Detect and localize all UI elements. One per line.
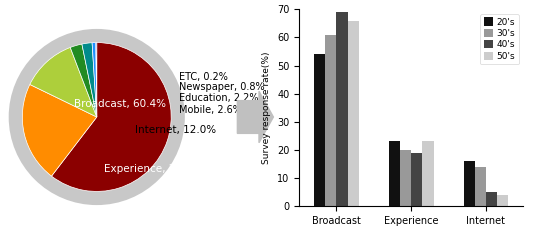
Bar xyxy=(497,195,508,206)
Wedge shape xyxy=(22,84,97,176)
Wedge shape xyxy=(82,43,97,117)
Wedge shape xyxy=(70,44,97,117)
Text: Education, 2.2%: Education, 2.2% xyxy=(179,93,258,103)
Text: Broadcast, 60.4%: Broadcast, 60.4% xyxy=(74,99,167,109)
Bar xyxy=(348,21,359,206)
Wedge shape xyxy=(30,48,97,117)
Bar xyxy=(411,153,422,206)
Text: Newspaper, 0.8%: Newspaper, 0.8% xyxy=(179,82,264,92)
Wedge shape xyxy=(96,43,97,117)
Bar xyxy=(464,161,475,206)
Wedge shape xyxy=(51,43,171,191)
Wedge shape xyxy=(92,43,97,117)
Bar xyxy=(314,54,325,206)
Bar xyxy=(325,35,336,206)
Bar xyxy=(400,150,411,206)
Bar xyxy=(486,192,497,206)
Legend: 20's, 30's, 40's, 50's: 20's, 30's, 40's, 50's xyxy=(480,14,519,64)
Bar xyxy=(422,141,434,206)
Bar xyxy=(389,141,400,206)
Text: Internet, 12.0%: Internet, 12.0% xyxy=(136,125,217,135)
Bar xyxy=(475,167,486,206)
Text: Mobile, 2.6%: Mobile, 2.6% xyxy=(179,105,241,115)
Text: Experience, 21.8%: Experience, 21.8% xyxy=(104,164,202,174)
Y-axis label: Survey response rate(%): Survey response rate(%) xyxy=(262,51,271,164)
FancyArrow shape xyxy=(237,91,273,143)
Bar xyxy=(336,12,348,206)
Text: ETC, 0.2%: ETC, 0.2% xyxy=(179,72,227,82)
